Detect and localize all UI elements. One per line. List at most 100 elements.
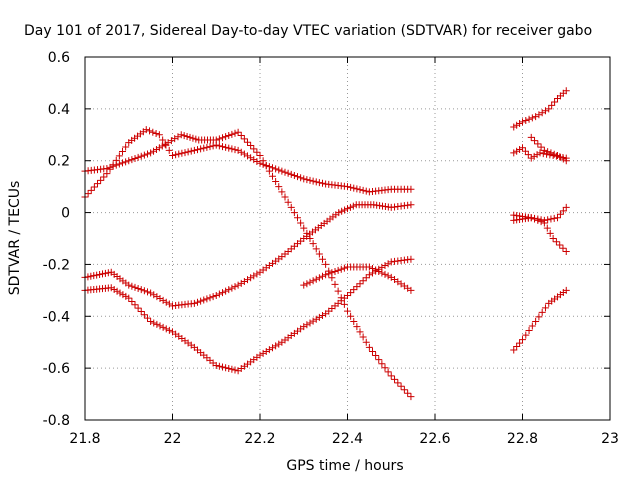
data-point bbox=[539, 150, 547, 158]
data-point bbox=[516, 120, 524, 128]
data-point bbox=[525, 327, 533, 335]
data-point bbox=[300, 281, 308, 289]
data-point bbox=[125, 157, 133, 165]
data-point bbox=[262, 162, 270, 170]
data-point bbox=[556, 153, 564, 161]
data-point bbox=[134, 285, 142, 293]
data-point bbox=[165, 146, 173, 154]
data-point bbox=[134, 153, 142, 161]
data-point bbox=[228, 145, 236, 153]
data-point bbox=[535, 313, 543, 321]
data-point bbox=[234, 281, 242, 289]
data-point bbox=[275, 183, 283, 191]
data-point bbox=[312, 315, 320, 323]
data-point bbox=[297, 174, 305, 182]
data-point bbox=[334, 266, 342, 274]
data-point bbox=[521, 147, 529, 155]
data-point bbox=[337, 265, 345, 273]
data-point bbox=[197, 297, 205, 305]
data-point bbox=[175, 150, 183, 158]
data-point bbox=[212, 362, 220, 370]
data-point bbox=[180, 132, 188, 140]
data-point bbox=[530, 152, 538, 160]
data-point bbox=[189, 134, 197, 142]
data-point bbox=[347, 312, 355, 320]
data-point bbox=[197, 145, 205, 153]
data-point bbox=[150, 319, 158, 327]
data-point bbox=[525, 115, 533, 123]
data-point bbox=[134, 304, 142, 312]
data-point bbox=[137, 307, 145, 315]
series-track-I bbox=[510, 214, 570, 255]
data-point bbox=[177, 131, 185, 139]
data-point bbox=[315, 274, 323, 282]
series-track-E bbox=[300, 263, 415, 294]
data-point bbox=[209, 142, 217, 150]
data-point bbox=[131, 301, 139, 309]
data-point bbox=[384, 272, 392, 280]
data-point bbox=[309, 317, 317, 325]
data-point bbox=[155, 144, 163, 152]
data-point bbox=[97, 176, 105, 184]
data-point bbox=[322, 271, 330, 279]
data-point bbox=[290, 209, 298, 217]
y-tick-label: -0.4 bbox=[43, 309, 70, 325]
data-point bbox=[541, 107, 549, 115]
data-point bbox=[181, 149, 189, 157]
data-point bbox=[303, 321, 311, 329]
data-point bbox=[94, 180, 101, 188]
data-point bbox=[290, 172, 298, 180]
data-point bbox=[125, 281, 133, 289]
x-tick-label: 22.2 bbox=[244, 431, 275, 447]
data-point bbox=[150, 147, 158, 155]
data-point bbox=[344, 307, 351, 315]
data-point bbox=[549, 235, 557, 242]
data-point bbox=[250, 156, 258, 164]
data-point bbox=[537, 216, 545, 224]
data-point bbox=[325, 270, 333, 278]
data-point bbox=[165, 326, 173, 334]
data-point bbox=[269, 344, 276, 352]
data-point bbox=[203, 295, 211, 303]
data-point bbox=[140, 151, 148, 159]
data-point bbox=[122, 158, 130, 166]
data-point bbox=[404, 389, 412, 397]
data-point bbox=[272, 177, 280, 185]
data-point bbox=[315, 313, 323, 321]
data-point bbox=[527, 214, 535, 222]
data-point bbox=[362, 274, 370, 282]
x-tick-label: 22.6 bbox=[419, 431, 450, 447]
data-point bbox=[524, 151, 532, 159]
data-point bbox=[300, 224, 308, 232]
y-tick-label: 0.2 bbox=[48, 154, 70, 170]
data-point bbox=[547, 149, 555, 157]
data-point bbox=[300, 175, 308, 183]
data-point bbox=[228, 365, 236, 373]
data-point bbox=[556, 210, 564, 218]
data-point bbox=[531, 137, 539, 145]
data-point bbox=[87, 186, 95, 194]
data-point bbox=[131, 154, 139, 162]
data-point bbox=[322, 260, 330, 268]
data-point bbox=[247, 142, 255, 150]
series-track-A bbox=[81, 126, 415, 201]
data-point bbox=[113, 287, 121, 295]
data-point bbox=[359, 277, 367, 285]
data-point bbox=[381, 262, 389, 270]
data-point bbox=[550, 150, 558, 158]
y-tick-label: 0.6 bbox=[48, 50, 70, 66]
data-point bbox=[378, 269, 386, 277]
data-point bbox=[315, 250, 323, 258]
data-point bbox=[222, 287, 230, 295]
data-point bbox=[237, 279, 245, 287]
x-tick-labels: 21.8 22 22.2 22.4 22.6 22.8 23 bbox=[69, 431, 619, 447]
data-point bbox=[372, 352, 380, 360]
data-point bbox=[103, 164, 111, 172]
data-point bbox=[306, 278, 314, 286]
data-point bbox=[147, 317, 155, 325]
data-point bbox=[319, 179, 326, 187]
data-point bbox=[531, 214, 539, 222]
data-point bbox=[338, 207, 346, 215]
data-point bbox=[149, 128, 157, 136]
data-point bbox=[513, 121, 521, 129]
